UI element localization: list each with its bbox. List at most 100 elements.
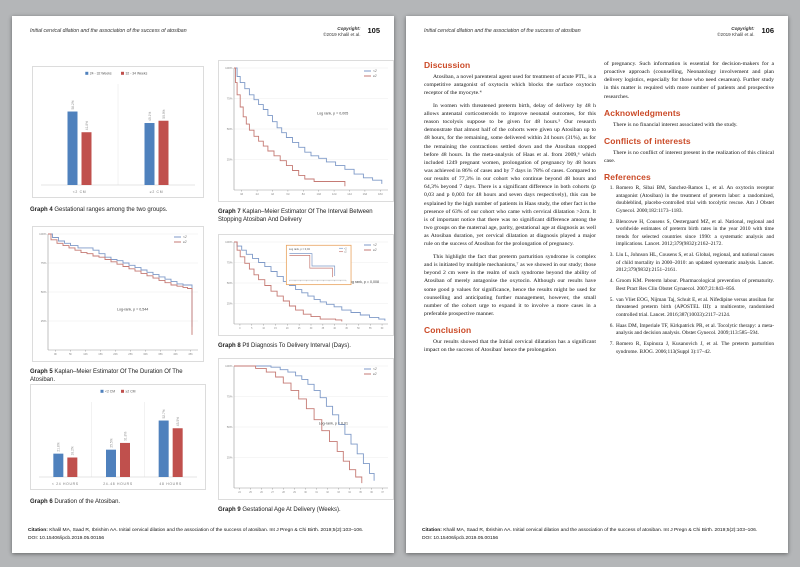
caption-text: Kaplan‒Meier Estimator Of The Interval B…: [218, 209, 373, 224]
citation-text: Khalil MA, Saad R, Ibrishim AA. Initial …: [49, 528, 364, 534]
reference-item: van Vliet EOG, Nijman Taj, Schuit E, et …: [615, 297, 774, 320]
graph5-caption: Graph 5 Kaplan‒Meier Estimator Of The Du…: [30, 368, 208, 384]
copyright-text: ©2019 Khalil et al.: [717, 32, 755, 38]
graph6-caption: Graph 6 Duration of the Atosiban.: [30, 498, 208, 506]
svg-text:30h: 30h: [143, 352, 148, 356]
section-heading-references: References: [604, 172, 651, 183]
graph7-km-chart: 100% 75% 50% 25% 0d 2d 4d 6d 8d 10d 12d 14d 16d 18d <2…: [218, 60, 394, 202]
svg-text:≥2: ≥2: [373, 74, 377, 78]
caption-label: Graph 6: [30, 499, 53, 505]
page-number: 106: [761, 26, 774, 35]
caption-text: Kaplan‒Meier Estimator Of The Duration O…: [30, 369, 183, 384]
svg-text:Log rank, p = 0,005: Log rank, p = 0,005: [317, 111, 348, 115]
section-heading-conclusion: Conclusion: [424, 325, 472, 336]
svg-text:27: 27: [271, 492, 274, 494]
graph8-km-chart: 100% 75% 50% 25% 0 5 10 15 20 25 30 35 40 45 50 55 60 <2 ≥…: [218, 234, 394, 336]
svg-text:0h: 0h: [54, 352, 57, 356]
page-number: 105: [367, 26, 380, 35]
svg-text:8d: 8d: [302, 192, 305, 196]
svg-text:41.8%: 41.8%: [85, 121, 89, 130]
svg-text:<2: <2: [373, 69, 377, 73]
reference-item: Blencowe H, Cousens S, Oestergaard MZ, e…: [615, 219, 774, 249]
svg-text:75%: 75%: [227, 97, 233, 101]
running-title: Initial cervical dilation and the associ…: [424, 28, 581, 34]
svg-text:5: 5: [251, 328, 253, 330]
page-right: Initial cervical dilation and the associ…: [406, 16, 788, 553]
svg-text:6d: 6d: [286, 192, 289, 196]
paragraph: This highlight the fact that preterm par…: [424, 253, 596, 317]
svg-text:25.5%: 25.5%: [109, 438, 113, 447]
svg-text:20h: 20h: [113, 352, 118, 356]
svg-text:10d: 10d: [316, 192, 321, 196]
svg-text:30: 30: [310, 328, 313, 330]
svg-text:24-48 HOURS: 24-48 HOURS: [103, 482, 133, 486]
svg-text:≥2: ≥2: [183, 240, 187, 244]
svg-text:32 - 34 Weeks: 32 - 34 Weeks: [126, 72, 148, 76]
graph9-caption: Graph 9 Gestational Age At Delivery (Wee…: [218, 506, 394, 514]
svg-text:58.2%: 58.2%: [71, 100, 75, 109]
svg-text:60: 60: [381, 328, 384, 330]
caption-text: Ptl Diagnosis To Delivery Interval (Days…: [242, 343, 351, 349]
svg-text:45.5%: 45.5%: [176, 417, 180, 426]
svg-text:24 - 32 Weeks: 24 - 32 Weeks: [90, 72, 112, 76]
graph9-km-chart: 100% 75% 50% 25% 24 25 26 27 28 29 30 31 32 33 34 35 36 3…: [218, 358, 394, 500]
svg-text:32: 32: [326, 492, 329, 494]
svg-text:45: 45: [345, 328, 348, 330]
citation-label: Citation:: [28, 528, 48, 534]
caption-text: Duration of the Atosiban.: [54, 499, 121, 505]
svg-text:<2: <2: [373, 367, 377, 371]
svg-text:14d: 14d: [347, 192, 352, 196]
svg-text:34: 34: [348, 492, 351, 494]
graph5-km-chart: 100% 75% 50% 25% 0h 5h 10h 15h 20h 25h 30h 35h 40h 45…: [32, 226, 204, 362]
svg-text:2d: 2d: [256, 192, 259, 196]
svg-text:100%: 100%: [225, 240, 233, 244]
svg-text:10h: 10h: [83, 352, 88, 356]
reference-item: Haas DM, Imperiale TF, Kirkpatrick PR, e…: [615, 323, 774, 338]
svg-text:50%: 50%: [41, 290, 47, 294]
svg-text:37: 37: [381, 492, 384, 494]
citation-footer: Citation: Khalil MA, Saad R, Ibrishim AA…: [28, 527, 378, 542]
copyright-label: Copyright:: [731, 26, 755, 31]
svg-text:36: 36: [370, 492, 373, 494]
graph8-caption: Graph 8 Ptl Diagnosis To Delivery Interv…: [218, 342, 394, 350]
svg-text:31: 31: [315, 492, 318, 494]
paragraph: of pregnancy. Such information is essent…: [604, 61, 774, 100]
svg-text:40: 40: [333, 328, 336, 330]
paragraph: Our results showed that the Initial cerv…: [424, 339, 596, 354]
svg-text:15h: 15h: [98, 352, 103, 356]
graph7-caption: Graph 7 Kaplan‒Meier Estimator Of The In…: [218, 208, 394, 224]
caption-label: Graph 9: [218, 507, 241, 513]
svg-text:0: 0: [239, 328, 241, 330]
svg-text:25%: 25%: [227, 302, 233, 306]
svg-text:35: 35: [322, 328, 325, 330]
svg-text:26: 26: [260, 492, 263, 494]
svg-text:28: 28: [282, 492, 285, 494]
svg-text:16d: 16d: [363, 192, 368, 196]
svg-text:24: 24: [238, 492, 241, 494]
page-left: Initial cervical dilation and the associ…: [12, 16, 394, 553]
doi-text: DOI: 10.15406/ipcb.2019.05.00156: [28, 535, 105, 541]
text-column-right: of pregnancy. Such information is essent…: [604, 60, 774, 360]
graph6-bar-chart: <2 CM ≥2 CM 21.8% 18.2% < 24 HOURS 25.5% 31.8%…: [30, 384, 206, 490]
running-title: Initial cervical dilation and the associ…: [30, 28, 187, 34]
svg-text:29: 29: [293, 492, 296, 494]
copyright-text: ©2019 Khalil et al.: [323, 32, 361, 38]
svg-text:50.9%: 50.9%: [162, 109, 166, 118]
svg-text:12d: 12d: [332, 192, 337, 196]
svg-text:≥2 CM: ≥2 CM: [126, 390, 136, 394]
svg-text:21.8%: 21.8%: [57, 442, 61, 451]
caption-label: Graph 8: [218, 343, 241, 349]
svg-text:<2 CM: <2 CM: [73, 190, 87, 194]
svg-text:35: 35: [359, 492, 362, 494]
svg-text:≥2: ≥2: [344, 251, 347, 254]
svg-text:25%: 25%: [227, 158, 233, 162]
copyright-label: Copyright:: [337, 26, 361, 31]
doi-text: DOI: 10.15406/ipcb.2019.05.00156: [422, 535, 499, 541]
caption-label: Graph 7: [218, 209, 241, 215]
svg-text:45h: 45h: [188, 352, 193, 356]
svg-text:Log-rank, p = 0,01: Log-rank, p = 0,01: [319, 422, 348, 426]
svg-text:0d: 0d: [240, 192, 243, 196]
svg-text:<2: <2: [344, 247, 347, 250]
copyright-note: Copyright: ©2019 Khalil et al.: [717, 26, 754, 38]
svg-text:25: 25: [249, 492, 252, 494]
